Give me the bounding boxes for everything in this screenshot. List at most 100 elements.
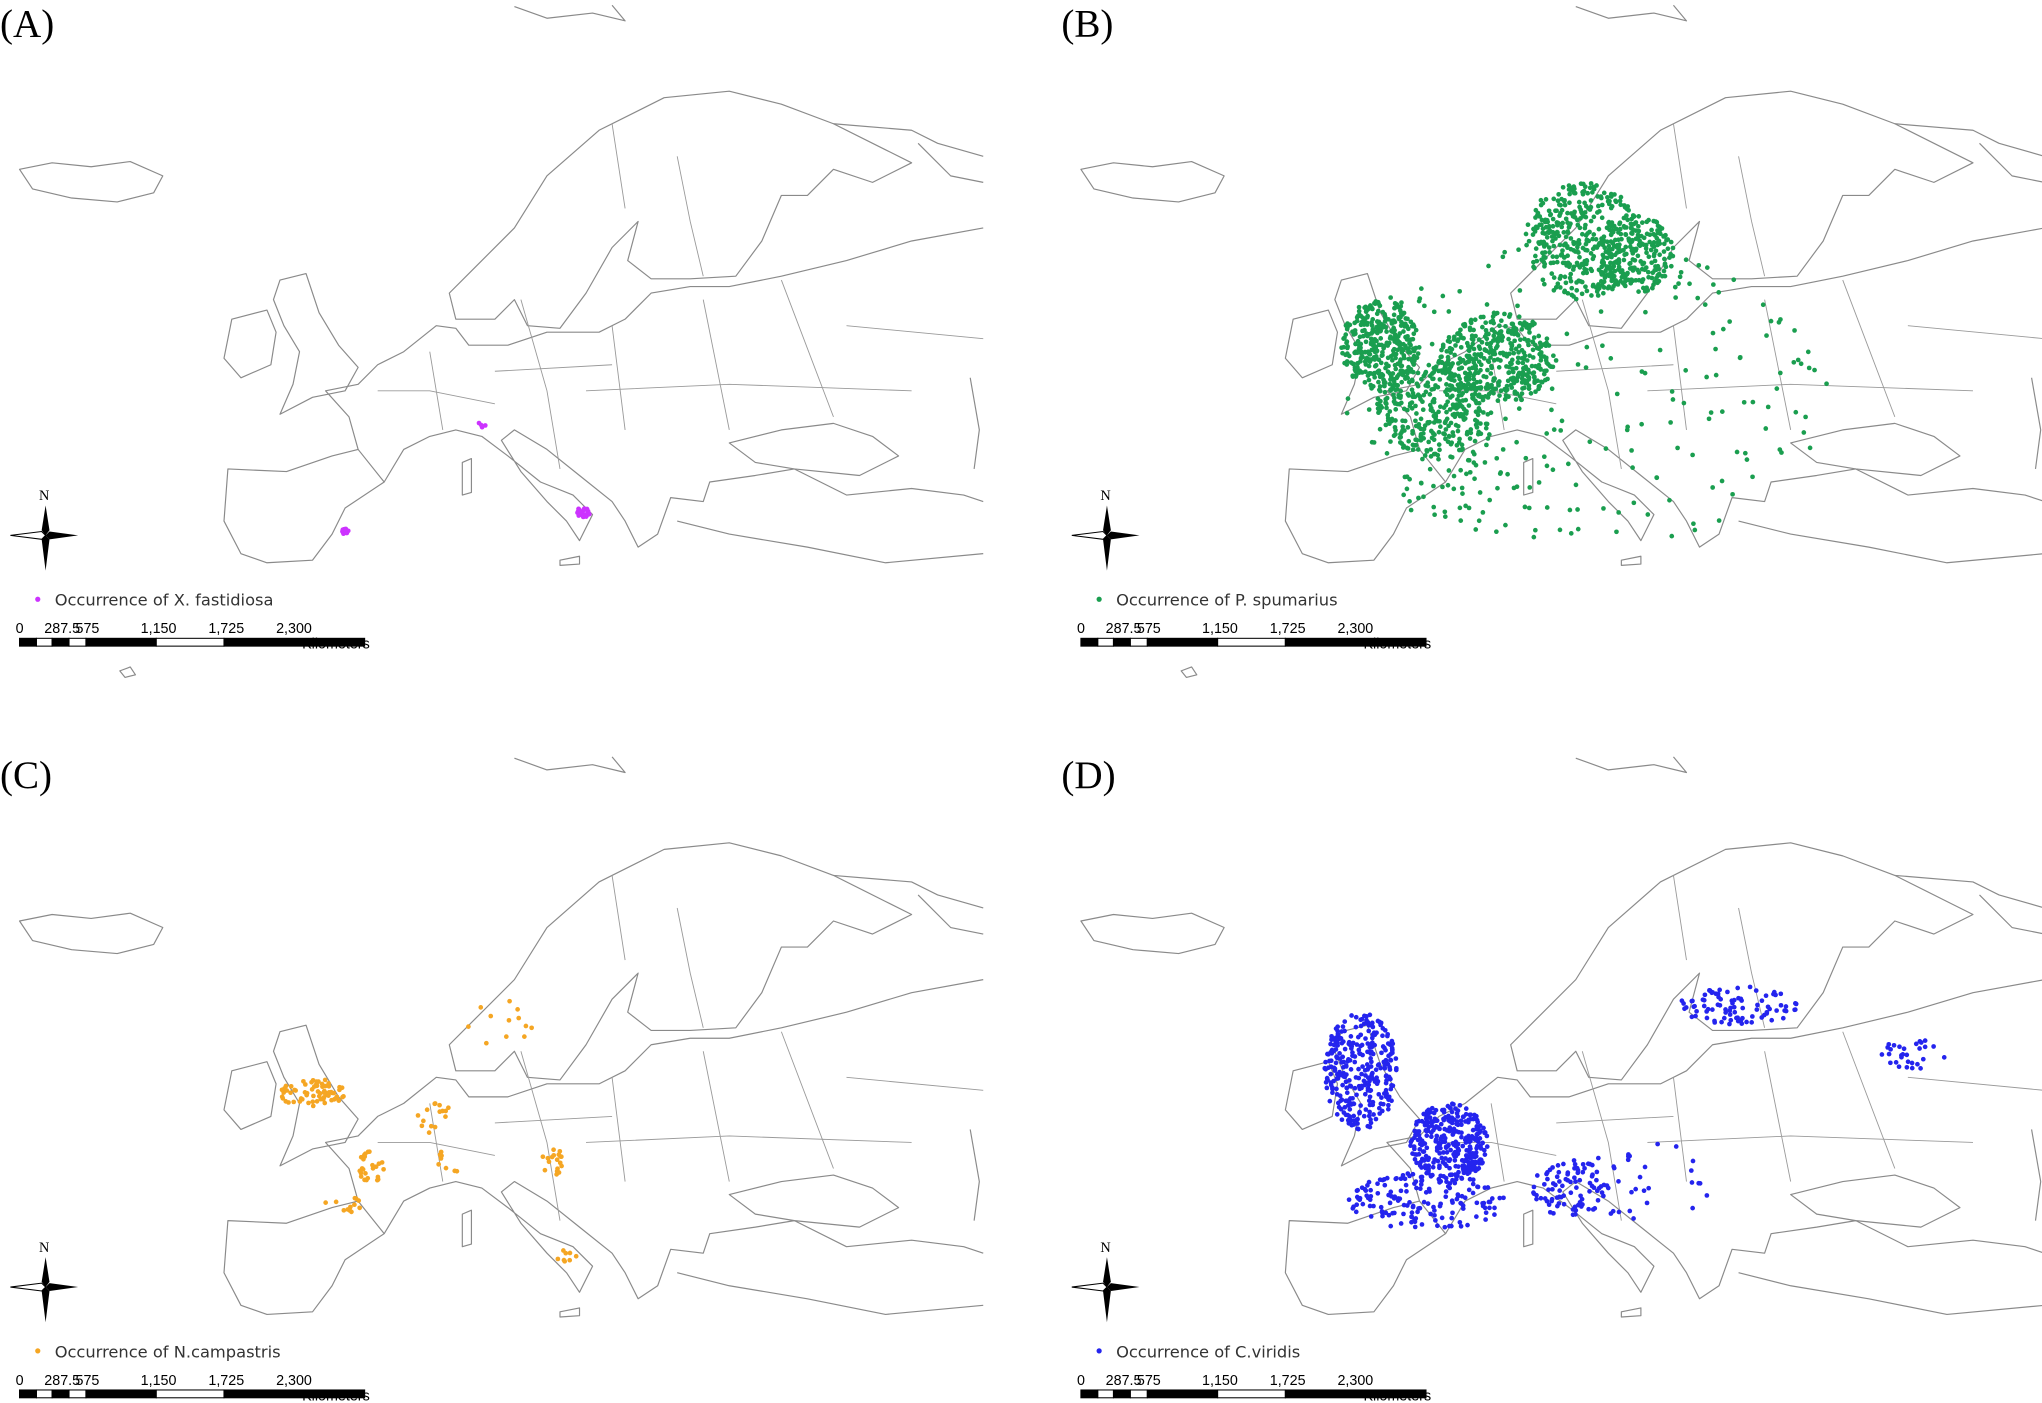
occurrence-point [1376, 379, 1381, 385]
occurrence-point [1500, 254, 1506, 260]
occurrence-point [1630, 465, 1635, 470]
occurrence-point [321, 1090, 327, 1095]
occurrence-point [1601, 234, 1607, 240]
occurrence-point [1393, 407, 1399, 412]
occurrence-point [1371, 1203, 1376, 1209]
occurrence-point [1443, 1175, 1449, 1181]
occurrence-point [1384, 401, 1389, 407]
occurrence-point [1879, 1052, 1885, 1057]
occurrence-point [1339, 1029, 1345, 1034]
occurrence-point [1466, 1117, 1471, 1123]
occurrence-point [1575, 526, 1581, 532]
occurrence-point [1377, 384, 1383, 389]
occurrence-point [1487, 497, 1493, 503]
occurrence-point [1568, 236, 1574, 241]
occurrence-point [1485, 384, 1490, 390]
occurrence-point [1408, 507, 1414, 513]
occurrence-point [1359, 1071, 1364, 1077]
occurrence-point [1359, 1042, 1365, 1048]
occurrence-point [1662, 262, 1668, 268]
occurrence-point [1356, 304, 1362, 310]
occurrence-point [1375, 406, 1381, 411]
occurrence-point [1448, 350, 1453, 355]
compass [1071, 530, 1108, 540]
occurrence-point [1545, 1176, 1550, 1182]
legend-text: Occurrence of P. spumarius [1116, 591, 1338, 610]
occurrence-point [1584, 258, 1590, 264]
occurrence-point [1468, 427, 1474, 432]
occurrence-point [291, 1099, 297, 1105]
occurrence-point [1533, 363, 1538, 369]
compass [1103, 1257, 1111, 1288]
occurrence-point [1527, 324, 1532, 330]
occurrence-point [1463, 1153, 1469, 1158]
occurrence-point [1584, 288, 1590, 294]
occurrence-point [1365, 1041, 1371, 1046]
occurrence-point [1443, 389, 1448, 395]
occurrence-point [1362, 379, 1368, 385]
occurrence-point [1483, 320, 1489, 326]
occurrence-point [1565, 461, 1571, 467]
occurrence-point [1489, 385, 1495, 391]
occurrence-point [1378, 1204, 1384, 1210]
scale-bar-segment [1080, 637, 1099, 647]
occurrence-point [1437, 1142, 1443, 1147]
occurrence-point [1473, 356, 1478, 362]
occurrence-point [1457, 376, 1463, 382]
occurrence-point [1465, 1222, 1470, 1228]
scale-bar-segment [1217, 637, 1286, 647]
occurrence-point [1365, 1049, 1370, 1055]
panel-label: (D) [1061, 754, 1115, 797]
occurrence-point [1472, 386, 1477, 392]
occurrence-point [1477, 1128, 1483, 1134]
occurrence-point [1543, 197, 1549, 202]
occurrence-point [1363, 349, 1368, 355]
scale-bar-segment [1146, 637, 1219, 647]
occurrence-point [1567, 200, 1572, 206]
occurrence-point [1515, 303, 1520, 309]
occurrence-point [503, 1034, 509, 1039]
occurrence-point [1591, 214, 1597, 220]
occurrence-point [1393, 1056, 1399, 1061]
occurrence-point [365, 1175, 371, 1181]
base-map [1080, 756, 2042, 1403]
occurrence-point [1670, 397, 1676, 402]
occurrence-point [1629, 230, 1634, 236]
occurrence-point [1421, 494, 1426, 500]
occurrence-point [438, 1149, 444, 1155]
occurrence-point [1655, 223, 1661, 229]
occurrence-point [1594, 289, 1600, 294]
occurrence-point [1368, 1056, 1373, 1061]
occurrence-point [1382, 1027, 1388, 1033]
occurrence-point [1340, 1082, 1345, 1088]
occurrence-point [1606, 243, 1612, 249]
occurrence-point [1352, 1085, 1358, 1091]
occurrence-point [1593, 236, 1599, 242]
occurrence-point [1531, 1191, 1537, 1197]
occurrence-point [1524, 321, 1530, 327]
occurrence-point [1792, 328, 1797, 333]
legend-marker [35, 1348, 41, 1354]
occurrence-point [1587, 439, 1593, 445]
occurrence-point [1413, 437, 1418, 443]
occurrence-point [1467, 1112, 1473, 1118]
scale-label: 575 [76, 621, 100, 637]
occurrence-point [1595, 1155, 1601, 1161]
occurrence-point [1667, 497, 1672, 503]
occurrence-point [1697, 1181, 1703, 1186]
occurrence-point [1426, 1124, 1432, 1130]
occurrence-point [1362, 316, 1368, 322]
occurrence-point [1363, 339, 1369, 345]
occurrence-point [1366, 363, 1372, 369]
occurrence-point [1705, 1006, 1711, 1012]
occurrence-point [1362, 1186, 1368, 1192]
occurrence-point [1625, 270, 1630, 276]
occurrence-point [1373, 1116, 1379, 1122]
occurrence-point [1352, 1059, 1358, 1065]
legend-text: Occurrence of N.campastris [55, 1342, 281, 1361]
occurrence-point [1421, 1111, 1427, 1117]
occurrence-point [1591, 232, 1597, 237]
occurrence-point [1404, 445, 1410, 451]
occurrence-point [1348, 1067, 1354, 1072]
occurrence-point [1345, 396, 1351, 401]
